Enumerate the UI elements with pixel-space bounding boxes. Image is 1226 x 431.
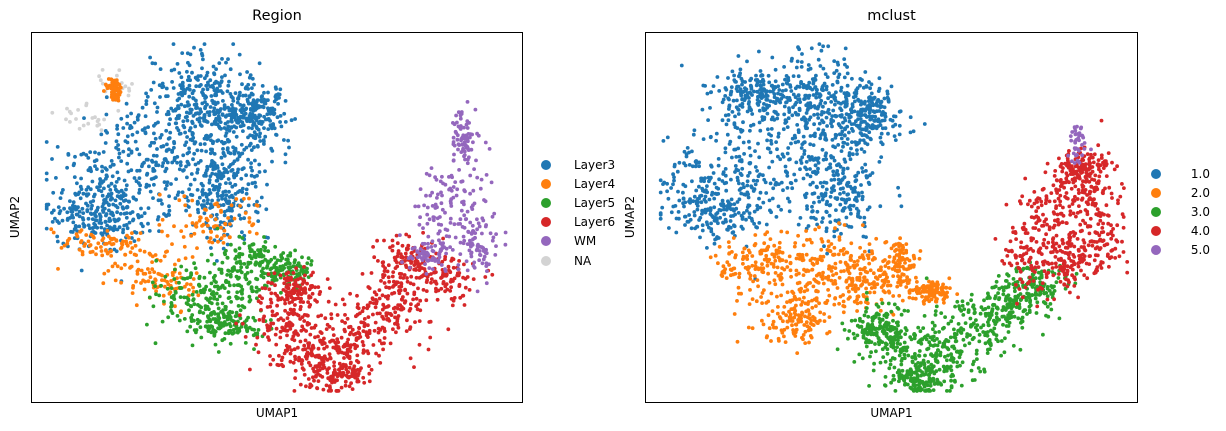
cluster-4-0 [993,118,1130,309]
legend-item: Layer4 [536,174,615,193]
legend-marker-icon [1151,187,1161,198]
legend-label: 1.0 [1190,166,1210,181]
legend-label: 4.0 [1190,224,1210,239]
legend-item: NA [536,251,615,270]
scatter-points [44,42,508,393]
cluster-layer6 [234,230,495,393]
cluster-na [50,68,134,132]
mclust-panel: mclust UMAP1 UMAP2 1.0 2.0 3.0 4.0 5.0 [612,0,1226,431]
legend: Layer3 Layer4 Layer5 Layer6 WM NA [536,155,615,270]
legend-marker-icon [541,178,551,189]
legend-item: 1.0 [1146,164,1210,183]
legend-marker-icon [1151,226,1161,237]
legend-marker-icon [541,236,551,247]
legend-item: 3.0 [1146,202,1210,221]
cluster-3-0 [835,260,1079,393]
legend-label: 2.0 [1190,185,1210,200]
legend-item: Layer6 [536,213,615,232]
chart-title: mclust [867,8,916,24]
legend-marker-icon [1151,168,1161,179]
legend-marker-icon [541,197,551,208]
scatter-plot-area [645,32,1138,403]
scatter-points [658,42,1130,393]
legend: 1.0 2.0 3.0 4.0 5.0 [1146,164,1210,260]
x-axis-label: UMAP1 [870,406,913,420]
legend-marker-icon [1151,245,1161,256]
legend-item: 5.0 [1146,241,1210,260]
legend-label: Layer4 [574,176,616,191]
legend-label: Layer5 [574,195,616,210]
scatter-plot-area [31,32,523,403]
y-axis-label: UMAP2 [8,195,22,239]
cluster-5-0 [1066,124,1093,165]
legend-label: Layer3 [574,157,616,172]
cluster-1-0 [658,42,927,281]
cluster-2-0 [708,221,960,355]
legend-label: Layer6 [574,215,616,230]
x-axis-label: UMAP1 [255,406,299,420]
region-panel: Region UMAP1 UMAP2 Layer3 Layer4 Layer5 Lay… [0,0,615,431]
legend-label: WM [574,234,597,249]
cluster-wm [398,100,508,294]
legend-item: Layer5 [536,193,615,212]
legend-item: WM [536,232,615,251]
legend-item: 4.0 [1146,222,1210,241]
legend-item: 2.0 [1146,183,1210,202]
legend-item: Layer3 [536,155,615,174]
chart-title: Region [252,8,302,24]
legend-marker-icon [1151,206,1161,217]
legend-marker-icon [541,217,551,228]
legend-label: 5.0 [1190,243,1210,258]
legend-marker-icon [541,159,551,170]
legend-label: 3.0 [1190,204,1210,219]
legend-marker-icon [541,255,551,266]
cluster-layer3 [44,42,297,284]
y-axis-label: UMAP2 [623,195,637,239]
legend-label: NA [574,253,592,268]
